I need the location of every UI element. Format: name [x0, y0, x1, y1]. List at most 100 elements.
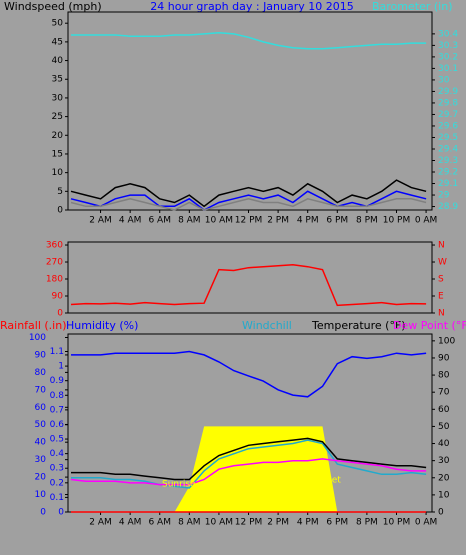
y2-tick-label: 29.9 [438, 87, 458, 97]
y3-tick-label: 0.7 [50, 405, 64, 415]
y2-tick-label: 0 [438, 508, 444, 518]
y2-tick-label: 70 [438, 388, 450, 398]
y2-tick-label: S [438, 275, 444, 285]
series-line [71, 439, 427, 489]
y2-tick-label: 40 [438, 439, 450, 449]
y-tick-label: 25 [52, 112, 63, 122]
y-tick-label: 180 [46, 275, 63, 285]
y-tick-label: 0 [57, 309, 63, 319]
y2-tick-label: 80 [438, 371, 450, 381]
y2-tick-label: 29.2 [438, 168, 458, 178]
y-tick-label: 40 [35, 438, 47, 448]
x-tick-label: 10 PM [383, 518, 411, 528]
series-name: Rainfall (.in) [0, 319, 67, 332]
y2-tick-label: 30.4 [438, 29, 458, 39]
y3-tick-label: 0.2 [50, 478, 64, 488]
x-tick-label: 12 PM [235, 518, 263, 528]
x-tick-label: 0 AM [415, 518, 438, 528]
x-tick-label: 4 PM [297, 518, 319, 528]
y2-tick-label: N [438, 241, 445, 251]
solar-area [70, 426, 427, 512]
y2-tick-label: 29.1 [438, 179, 458, 189]
y-tick-label: 50 [52, 19, 64, 29]
x-tick-label: 0 AM [415, 216, 438, 226]
y2-tick-label: 28.9 [438, 202, 458, 212]
plot-frame [67, 11, 433, 211]
y2-tick-label: 30 [438, 75, 450, 85]
y2-tick-label: 30.2 [438, 52, 458, 62]
x-tick-label: 2 AM [89, 518, 112, 528]
y-tick-label: 60 [35, 403, 47, 413]
y2-tick-label: 20 [438, 473, 450, 483]
y2-tick-label: 100 [438, 336, 455, 346]
series-line [70, 179, 427, 208]
x-tick-label: 8 AM [178, 518, 201, 528]
x-tick-label: 6 AM [148, 518, 171, 528]
y2-tick-label: 50 [438, 422, 450, 432]
x-tick-label: 2 PM [267, 216, 289, 226]
series-name: Humidity (%) [66, 319, 138, 332]
y-tick-label: 20 [35, 473, 47, 483]
series-name: Windchill [242, 319, 292, 332]
y2-tick-label: 60 [438, 405, 450, 415]
series-line [70, 264, 427, 307]
y2-tick-label: 90 [438, 353, 450, 363]
y-tick-label: 50 [35, 420, 47, 430]
y2-tick-label: 29.6 [438, 121, 458, 131]
y-tick-label: 35 [52, 75, 63, 85]
barometer-label: Barometer (in) [372, 0, 453, 13]
y2-tick-label: 30.1 [438, 64, 458, 74]
y3-tick-label: 0.5 [50, 435, 64, 445]
y-tick-label: 10 [35, 490, 47, 500]
y2-tick-label: 10 [438, 490, 450, 500]
y3-tick-label: 0 [58, 508, 64, 518]
y3-tick-label: 0.3 [50, 464, 64, 474]
series-line [71, 350, 427, 398]
series-line [71, 437, 427, 481]
y2-tick-label: 29.5 [438, 133, 458, 143]
x-tick-label: 12 PM [235, 216, 263, 226]
x-tick-label: 8 PM [356, 518, 378, 528]
y2-tick-label: 30 [438, 456, 450, 466]
y3-tick-label: 1 [58, 362, 64, 372]
y2-tick-label: W [438, 258, 447, 268]
y-tick-label: 70 [35, 385, 47, 395]
y3-tick-label: 0.4 [50, 449, 65, 459]
y-tick-label: 360 [46, 241, 63, 251]
series-line [71, 31, 427, 50]
y-tick-label: 10 [52, 168, 64, 178]
y-tick-label: 15 [52, 149, 63, 159]
y-tick-label: 30 [35, 455, 47, 465]
y-tick-label: 0 [40, 508, 46, 518]
x-tick-label: 8 AM [178, 216, 201, 226]
x-tick-label: 6 AM [148, 216, 171, 226]
y2-tick-label: 29.7 [438, 110, 458, 120]
chart-title: 24 hour graph day : January 10 2015 [150, 0, 354, 13]
y-tick-label: 80 [35, 368, 47, 378]
x-tick-label: 4 PM [297, 216, 319, 226]
x-tick-label: 10 AM [205, 518, 233, 528]
y3-tick-label: 1.1 [50, 347, 64, 357]
series-name: Temperature (°F) [311, 319, 406, 332]
y3-tick-label: 0.8 [50, 391, 65, 401]
series-line [70, 458, 427, 486]
y2-tick-label: E [438, 292, 444, 302]
y-tick-label: 30 [52, 93, 64, 103]
x-tick-label: 4 AM [119, 518, 142, 528]
y-tick-label: 45 [52, 37, 63, 47]
y2-tick-label: 29.8 [438, 98, 458, 108]
y-tick-label: 90 [52, 292, 64, 302]
x-tick-label: 10 PM [383, 216, 411, 226]
series-name: Dew Point (°F) [393, 319, 466, 332]
y3-tick-label: 0.9 [50, 376, 65, 386]
annotation: Set [326, 476, 341, 486]
x-tick-label: 6 PM [326, 518, 348, 528]
y-tick-label: 100 [29, 333, 46, 343]
annotation: Sunrise [162, 480, 196, 490]
series-line [70, 198, 427, 211]
y3-tick-label: 0.1 [50, 493, 64, 503]
x-tick-label: 2 AM [89, 216, 112, 226]
y2-tick-label: 29 [438, 191, 450, 201]
y-tick-label: 90 [35, 350, 47, 360]
